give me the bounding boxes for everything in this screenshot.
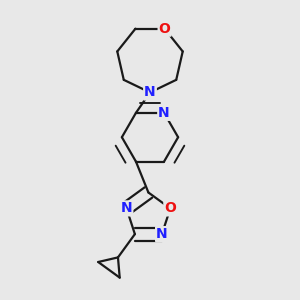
Text: N: N [156, 227, 168, 241]
Text: O: O [159, 22, 170, 36]
Text: N: N [144, 85, 156, 100]
Text: N: N [158, 106, 170, 120]
Text: N: N [121, 201, 132, 215]
Text: O: O [164, 201, 176, 215]
